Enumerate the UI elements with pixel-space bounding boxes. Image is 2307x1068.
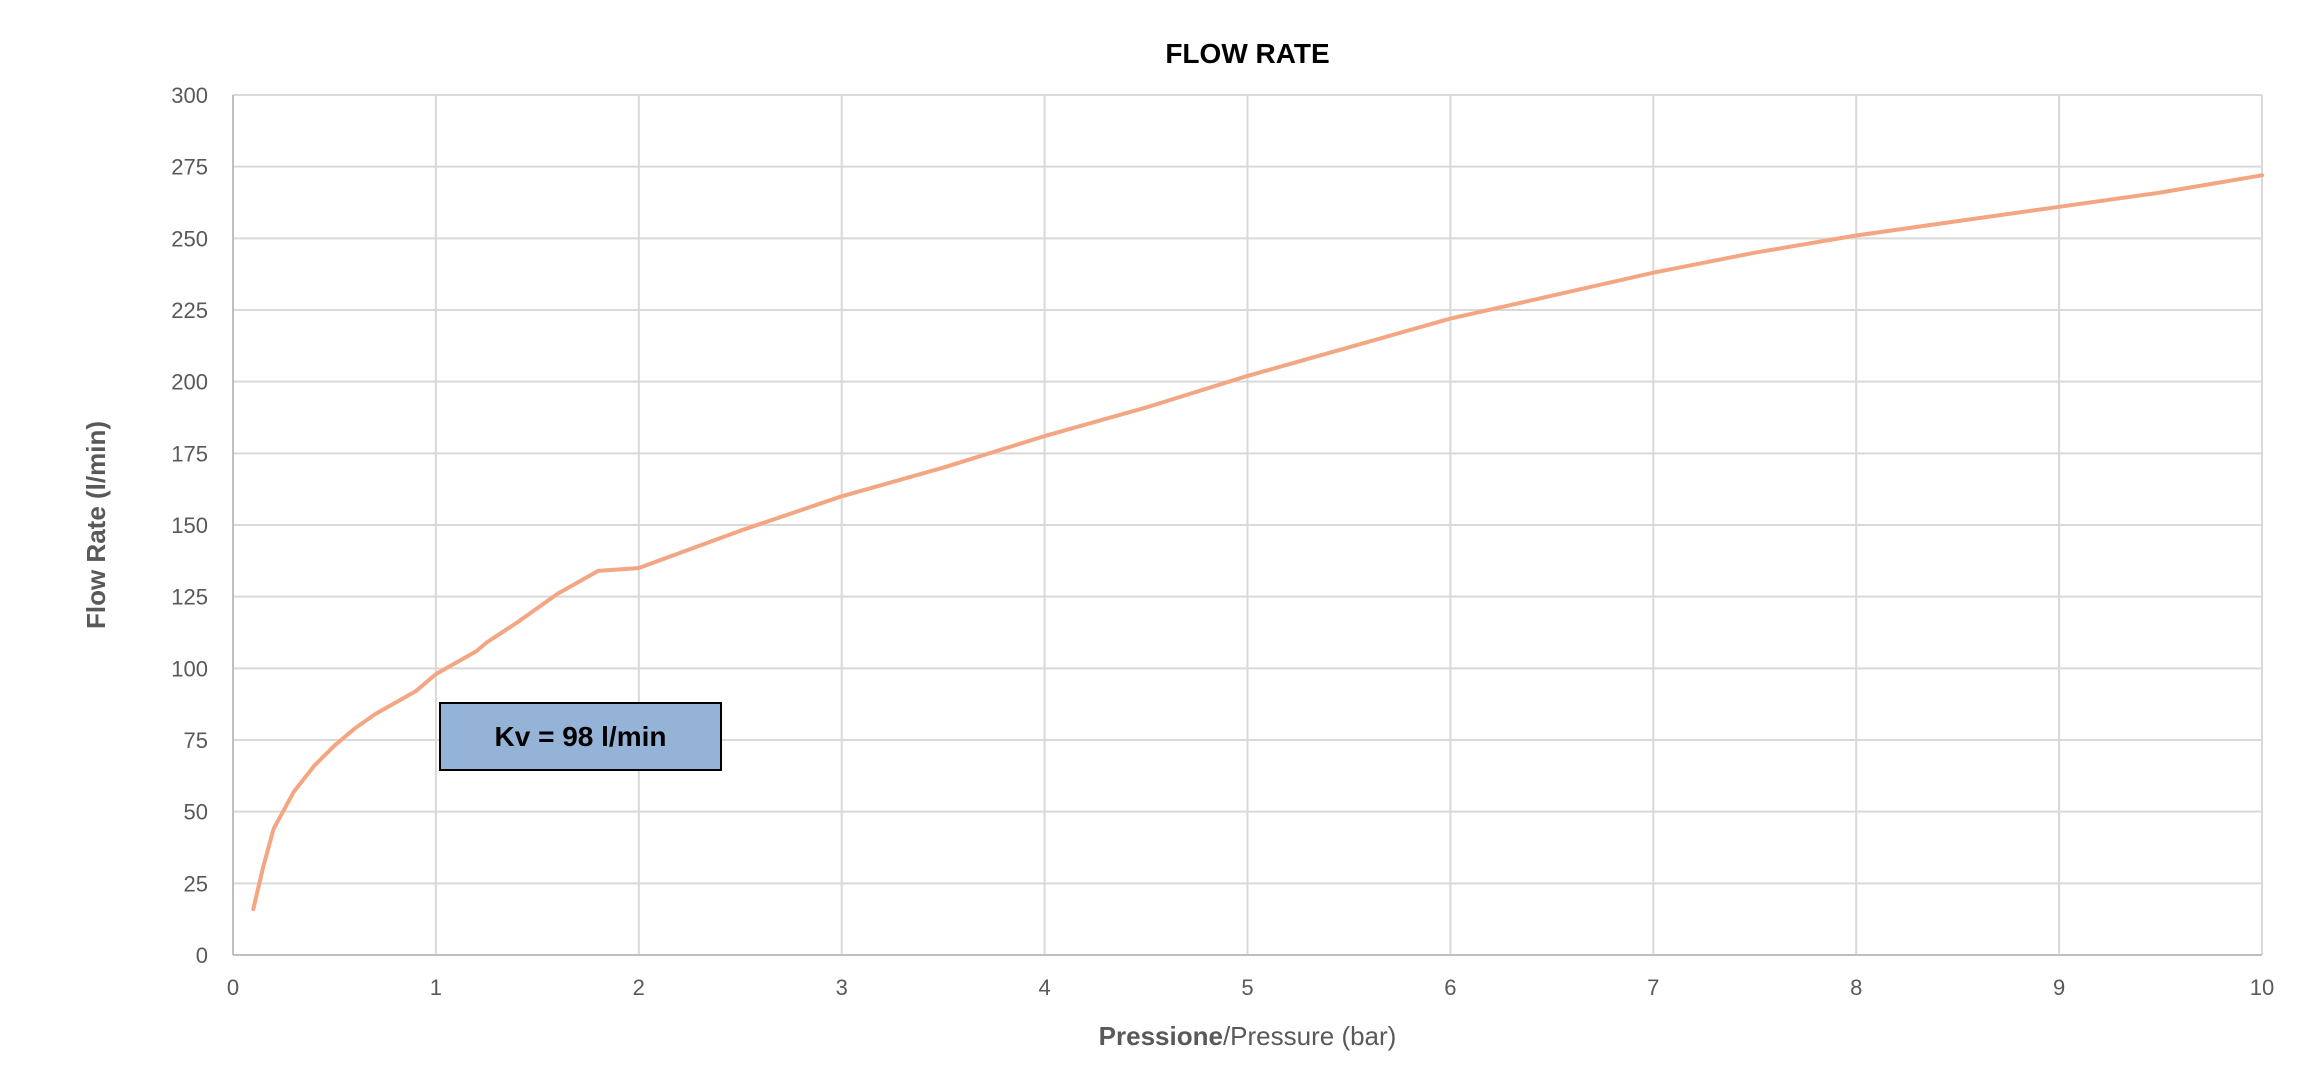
grid (233, 94, 2263, 955)
x-tick-label: 9 (2053, 975, 2065, 1000)
x-tick-labels: 0 1 2 3 4 5 6 7 8 9 10 (227, 975, 2274, 1000)
y-tick-label: 25 (184, 871, 208, 896)
y-tick-label: 225 (171, 298, 208, 323)
y-tick-labels: 0 25 50 75 100 125 150 175 200 225 250 275 300 (171, 83, 208, 968)
y-tick-label: 100 (171, 656, 208, 681)
x-axis-title: Pressione/Pressure (bar) (1099, 1021, 1397, 1051)
x-tick-label: 8 (1850, 975, 1862, 1000)
x-tick-label: 3 (836, 975, 848, 1000)
y-tick-label: 175 (171, 441, 208, 466)
annotation-text: Kv = 98 l/min (495, 721, 667, 752)
x-axis-title-bold: Pressione (1099, 1021, 1223, 1051)
y-tick-label: 300 (171, 83, 208, 108)
x-tick-label: 2 (633, 975, 645, 1000)
y-tick-label: 125 (171, 585, 208, 610)
annotation: Kv = 98 l/min (439, 702, 722, 771)
y-tick-label: 275 (171, 155, 208, 180)
x-tick-label: 4 (1038, 975, 1050, 1000)
x-tick-label: 7 (1647, 975, 1659, 1000)
x-tick-label: 0 (227, 975, 239, 1000)
x-tick-label: 1 (430, 975, 442, 1000)
y-tick-label: 250 (171, 226, 208, 251)
x-tick-label: 5 (1241, 975, 1253, 1000)
y-tick-label: 200 (171, 370, 208, 395)
axes (232, 95, 2262, 956)
y-axis-title: Flow Rate (l/min) (81, 421, 111, 629)
series (251, 173, 2264, 912)
x-axis-title-rest: /Pressure (bar) (1223, 1021, 1396, 1051)
chart-title: FLOW RATE (1165, 38, 1329, 69)
x-tick-label: 6 (1444, 975, 1456, 1000)
y-tick-label: 0 (196, 943, 208, 968)
annotation-box (439, 702, 722, 771)
y-tick-label: 50 (184, 800, 208, 825)
y-tick-label: 150 (171, 513, 208, 538)
x-tick-label: 10 (2250, 975, 2274, 1000)
y-tick-label: 75 (184, 728, 208, 753)
series-line (251, 173, 2264, 912)
